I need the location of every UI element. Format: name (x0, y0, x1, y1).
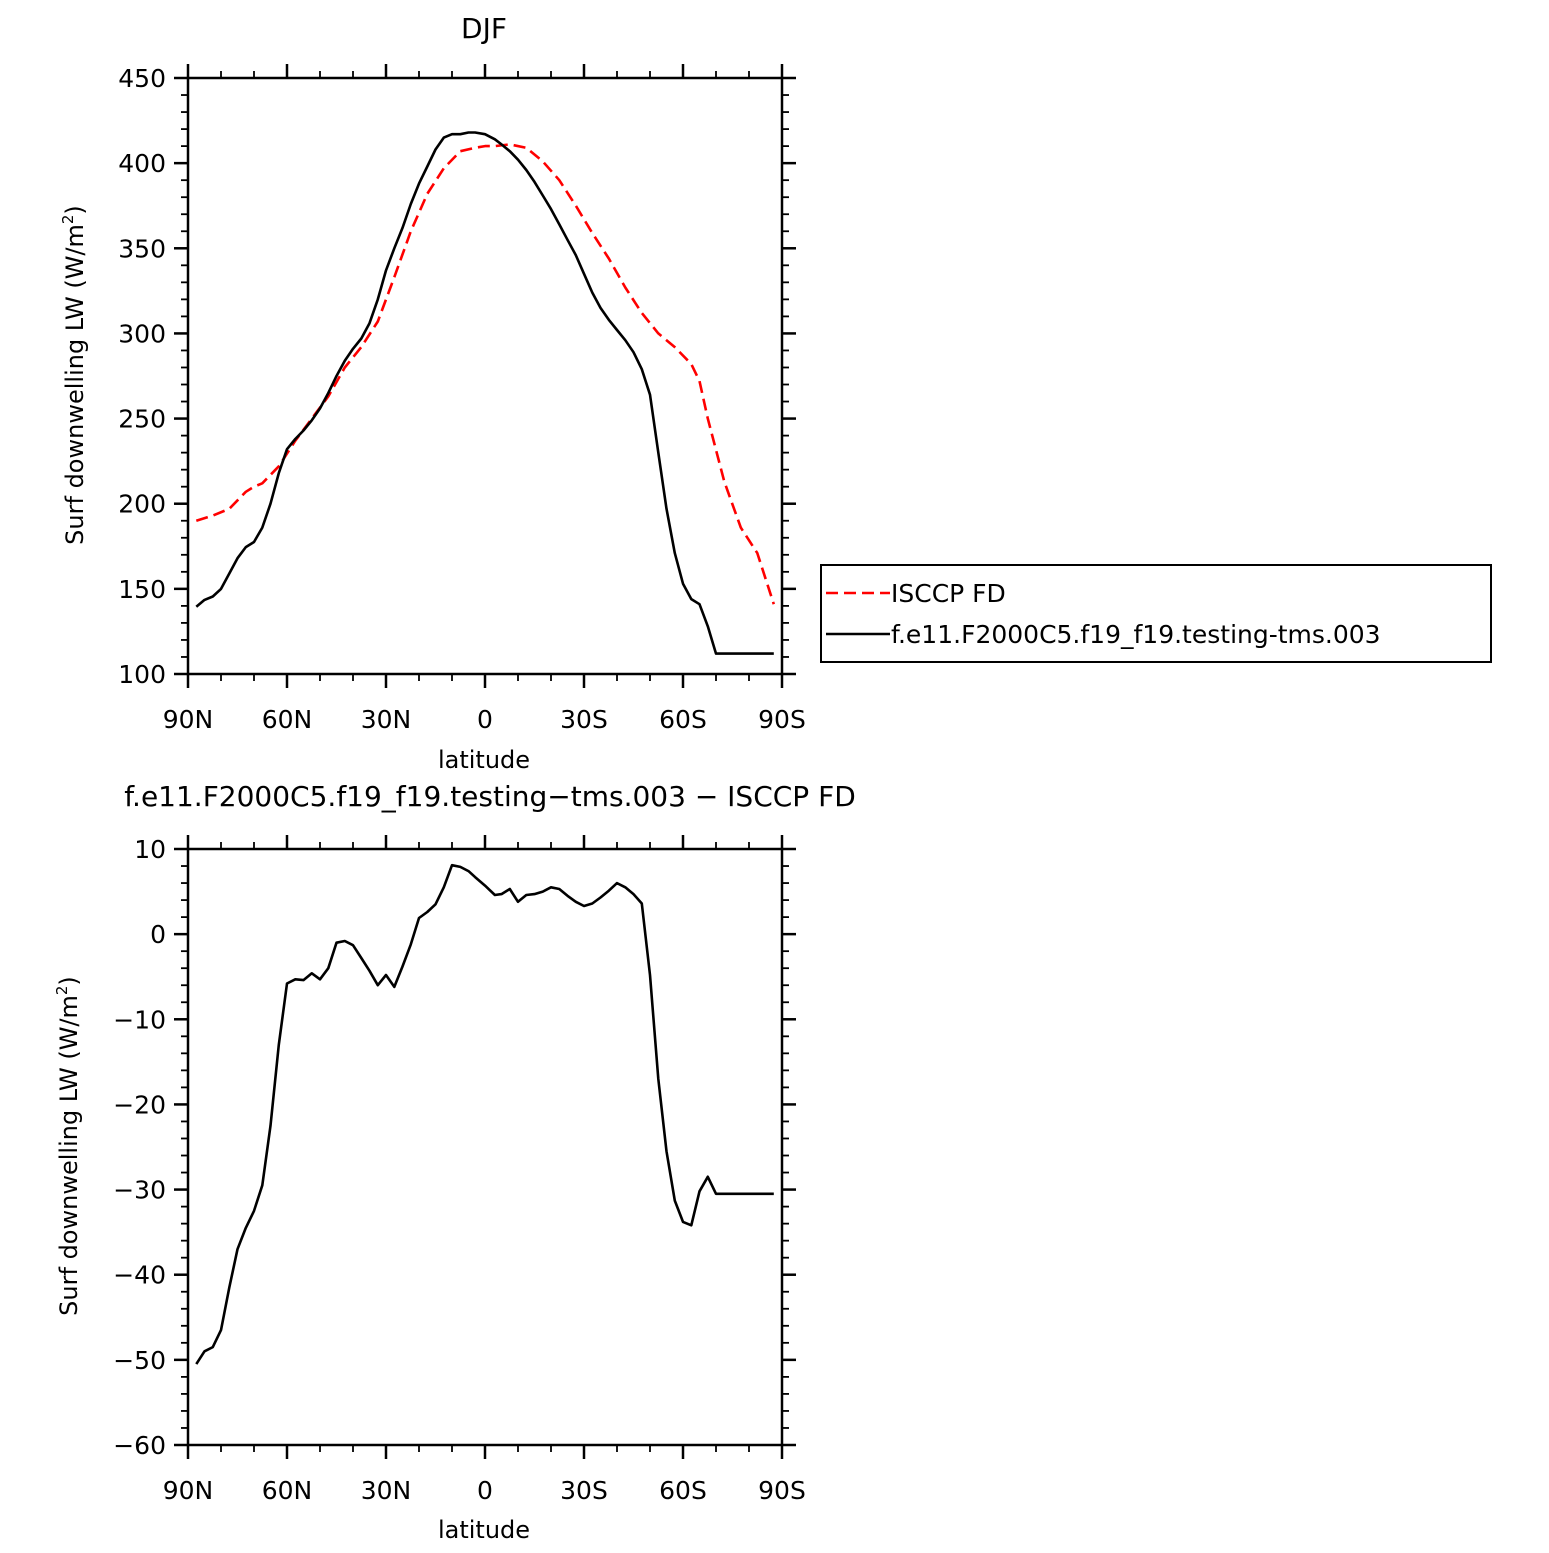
top-y-tick-label: 150 (118, 575, 166, 604)
bottom-y-tick-label: −10 (113, 1005, 166, 1034)
top-x-axis-label: latitude (438, 746, 530, 774)
legend-label-model: f.e11.F2000C5.f19_f19.testing-tms.003 (891, 620, 1381, 649)
top-chart-title: DJF (461, 12, 507, 45)
top-y-axis-label-main: Surf downwelling LW (W/m (61, 224, 89, 545)
top-plot-frame (186, 76, 784, 676)
top-x-tick-label: 60N (262, 705, 313, 734)
bottom-y-tick-label: −30 (113, 1176, 166, 1205)
top-x-tick-label: 90N (163, 705, 214, 734)
bottom-y-axis-label-sup: 2 (53, 986, 71, 996)
top-y-axis-label: Surf downwelling LW (W/m2) (59, 205, 89, 545)
top-y-axis-label-sup: 2 (59, 215, 77, 225)
bottom-y-tick-label: −40 (113, 1261, 166, 1290)
bottom-y-tick-labels: 10 0 −10 −20 −30 −40 −50 −60 (113, 835, 166, 1460)
bottom-series-line-0 (195, 863, 774, 1365)
top-y-tick-label: 450 (118, 64, 166, 93)
top-x-tick-label: 30N (361, 705, 412, 734)
bottom-x-tick-label: 30S (560, 1476, 608, 1505)
bottom-series-lines (195, 863, 774, 1365)
top-series-line-0 (195, 143, 776, 605)
bottom-y-tick-label: −50 (113, 1346, 166, 1375)
legend-label-isccp: ISCCP FD (891, 579, 1006, 608)
bottom-x-tick-label: 30N (361, 1476, 412, 1505)
bottom-x-tick-label: 0 (477, 1476, 493, 1505)
bottom-y-axis-label-close: ) (55, 976, 83, 985)
bottom-x-tick-label: 90N (163, 1476, 214, 1505)
bottom-x-axis-label: latitude (438, 1516, 530, 1544)
bottom-chart-title: f.e11.F2000C5.f19_f19.testing−tms.003 − … (124, 780, 856, 813)
bottom-y-tick-label: 0 (150, 920, 166, 949)
top-panel: DJF 100 150 200 250 300 350 400 450 90N 60N 30N 0 3… (59, 12, 1492, 774)
legend: ISCCP FD f.e11.F2000C5.f19_f19.testing-t… (820, 564, 1492, 663)
bottom-x-tick-label: 60S (659, 1476, 707, 1505)
bottom-y-axis-label-main: Surf downwelling LW (W/m (55, 995, 83, 1316)
top-y-tick-label: 350 (118, 234, 166, 263)
top-y-tick-label: 300 (118, 319, 166, 348)
bottom-y-axis-label: Surf downwelling LW (W/m2) (53, 976, 83, 1316)
top-x-tick-label: 90S (758, 705, 806, 734)
top-y-tick-label: 100 (118, 660, 166, 689)
top-y-tick-label: 250 (118, 405, 166, 434)
top-axis-ticks (174, 64, 796, 688)
top-y-tick-labels: 100 150 200 250 300 350 400 450 (118, 64, 166, 689)
top-x-tick-label: 60S (659, 705, 707, 734)
bottom-y-tick-label: −60 (113, 1431, 166, 1460)
top-series-lines (195, 131, 776, 655)
top-x-tick-labels: 90N 60N 30N 0 30S 60S 90S (163, 705, 806, 734)
bottom-y-tick-label: −20 (113, 1090, 166, 1119)
top-series-line-1 (195, 131, 774, 655)
top-y-axis-label-close: ) (61, 205, 89, 214)
top-x-tick-label: 0 (477, 705, 493, 734)
top-y-tick-label: 200 (118, 490, 166, 519)
bottom-x-tick-label: 90S (758, 1476, 806, 1505)
bottom-panel: f.e11.F2000C5.f19_f19.testing−tms.003 − … (53, 780, 856, 1544)
top-y-tick-label: 400 (118, 149, 166, 178)
bottom-plot-frame (186, 847, 784, 1447)
bottom-y-tick-label: 10 (134, 835, 166, 864)
bottom-x-tick-label: 60N (262, 1476, 313, 1505)
top-x-tick-label: 30S (560, 705, 608, 734)
bottom-x-tick-labels: 90N 60N 30N 0 30S 60S 90S (163, 1476, 806, 1505)
legend-box (820, 564, 1492, 663)
